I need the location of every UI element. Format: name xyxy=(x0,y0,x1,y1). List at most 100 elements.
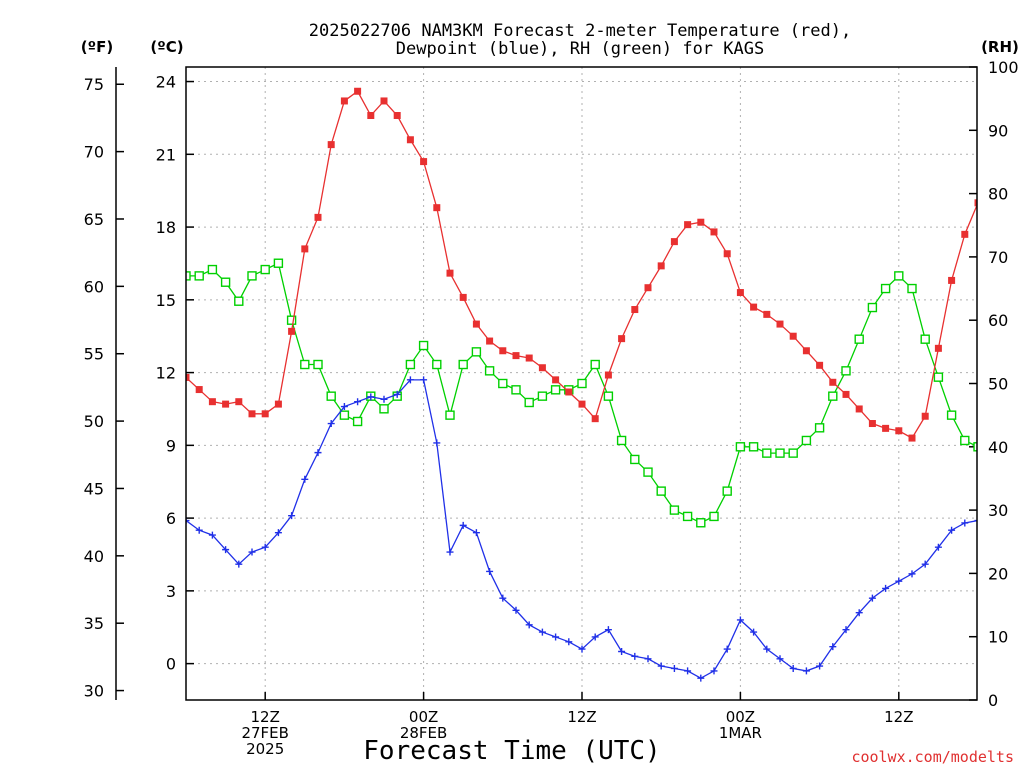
rh-point xyxy=(577,378,587,389)
temperature-point xyxy=(868,420,876,428)
celsius-tick-label: 15 xyxy=(156,291,176,310)
dewpoint-point xyxy=(288,512,296,520)
temperature-point xyxy=(921,412,929,420)
rh-point xyxy=(682,511,693,522)
temperature-point xyxy=(208,398,216,406)
rh-point xyxy=(656,486,666,496)
rh-point xyxy=(894,271,904,281)
rh-point xyxy=(234,296,244,306)
fahrenheit-axis-label: (ºF) xyxy=(81,38,113,56)
plot-frame xyxy=(185,66,978,701)
temperature-point xyxy=(816,361,824,369)
dewpoint-point xyxy=(631,652,639,660)
temperature-line xyxy=(186,90,977,439)
temperature-point xyxy=(538,364,546,372)
rh-tick-label: 50 xyxy=(988,375,1008,394)
rh-point xyxy=(286,315,297,325)
rh-point xyxy=(880,283,891,294)
rh-point xyxy=(550,385,561,395)
temperature-point xyxy=(248,410,256,418)
dewpoint-point xyxy=(195,526,203,534)
dewpoint-point xyxy=(565,638,573,646)
temperature-point xyxy=(948,276,956,284)
dewpoint-point xyxy=(961,519,969,527)
temperature-point xyxy=(895,427,903,435)
rh-point xyxy=(735,442,746,452)
dewpoint-point xyxy=(327,420,335,428)
temperature-point xyxy=(195,386,203,394)
temperature-point xyxy=(763,310,771,318)
celsius-tick-label: 0 xyxy=(166,655,176,674)
temperature-point xyxy=(684,221,692,229)
dewpoint-point xyxy=(261,543,269,551)
temperature-point xyxy=(367,112,375,120)
rh-tick-label: 40 xyxy=(988,438,1008,457)
dewpoint-point xyxy=(750,628,758,636)
temperature-point xyxy=(750,303,758,311)
celsius-tick-label: 18 xyxy=(156,218,176,237)
axes xyxy=(115,66,977,701)
rh-point xyxy=(260,264,270,275)
rh-point xyxy=(498,378,508,389)
temperature-point xyxy=(934,344,942,352)
rh-point xyxy=(696,518,706,528)
rh-point xyxy=(643,467,653,477)
fahrenheit-tick-label: 35 xyxy=(84,614,104,633)
dewpoint-point xyxy=(222,546,230,554)
dewpoint-point xyxy=(538,628,546,636)
x-tick-label: 00Z xyxy=(409,708,438,726)
celsius-tick-label: 6 xyxy=(166,509,176,528)
rh-point xyxy=(828,391,838,401)
celsius-axis-label: (ºC) xyxy=(150,38,183,56)
fahrenheit-tick-label: 45 xyxy=(84,479,104,498)
dewpoint-point xyxy=(552,633,560,641)
rh-tick-label: 90 xyxy=(988,121,1008,140)
temperature-point xyxy=(908,434,916,442)
rh-point xyxy=(484,366,495,376)
temperature-point xyxy=(274,400,282,408)
rh-point xyxy=(339,410,350,420)
rh-point xyxy=(326,391,336,401)
temperature-point xyxy=(327,141,335,149)
temperature-point xyxy=(512,352,520,360)
temperature-point xyxy=(736,289,744,297)
dewpoint-point xyxy=(186,517,190,525)
rh-point xyxy=(630,454,640,465)
dewpoint-point xyxy=(486,567,494,575)
rh-point xyxy=(788,448,798,458)
dewpoint-point xyxy=(208,531,216,539)
rh-point xyxy=(186,271,191,281)
rh-point xyxy=(946,410,957,420)
temperature-point xyxy=(670,238,678,246)
dewpoint-point xyxy=(763,645,771,653)
rh-point xyxy=(458,359,468,370)
rh-point xyxy=(537,391,548,401)
rh-point xyxy=(194,271,204,281)
rh-point xyxy=(432,359,442,370)
celsius-tick-label: 3 xyxy=(166,582,176,601)
temperature-point xyxy=(222,400,230,408)
rh-point xyxy=(616,435,627,446)
dewpoint-point xyxy=(921,560,929,568)
dewpoint-point xyxy=(446,548,454,556)
celsius-tick-label: 24 xyxy=(156,73,176,92)
dewpoint-point xyxy=(472,529,480,537)
dewpoint-point xyxy=(842,626,850,634)
dewpoint-point xyxy=(684,667,692,675)
rh-point xyxy=(841,366,851,376)
rh-tick-label: 10 xyxy=(988,628,1008,647)
rh-point xyxy=(973,442,977,452)
dewpoint-point xyxy=(697,674,705,682)
tick-labels: 30 35 40 45 50 55 60 65 70 75 0 3 6 9 12 15 18 21 24 0 10 20 3… xyxy=(84,58,1019,758)
dewpoint-point xyxy=(314,449,322,457)
rh-point xyxy=(775,448,785,458)
x-axis-title: Forecast Time (UTC) xyxy=(363,736,660,766)
temperature-point xyxy=(802,347,810,355)
temperature-point xyxy=(433,204,441,212)
celsius-tick-label: 21 xyxy=(156,145,176,164)
dewpoint-point xyxy=(776,655,784,663)
rh-point xyxy=(762,448,772,458)
dewpoint-point xyxy=(934,543,942,551)
dewpoint-point xyxy=(578,645,586,653)
temperature-point xyxy=(393,112,401,120)
